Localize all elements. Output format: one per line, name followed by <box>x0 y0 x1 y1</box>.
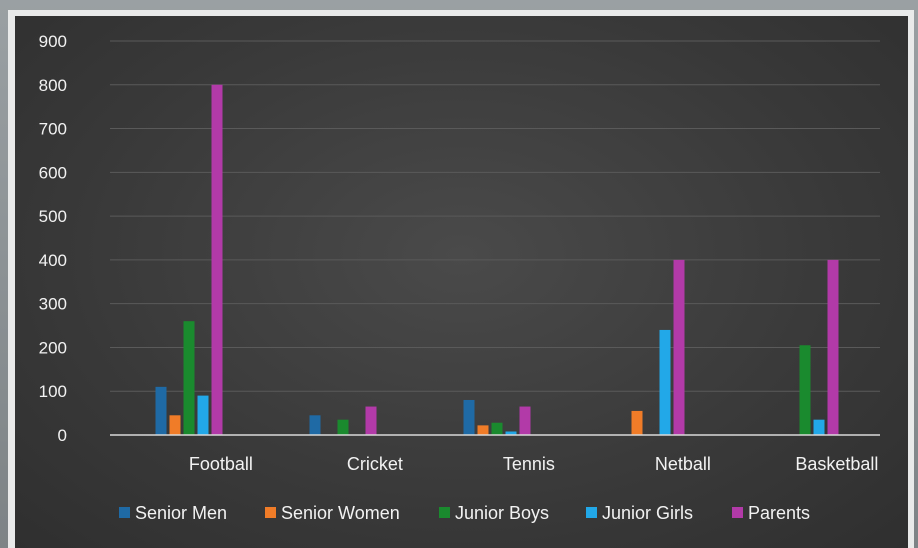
legend-label: Senior Men <box>135 503 227 523</box>
y-tick-label: 400 <box>39 251 67 270</box>
x-tick-label: Tennis <box>503 454 555 474</box>
y-tick-label: 500 <box>39 207 67 226</box>
bar-senior-women-netball[interactable] <box>631 410 643 435</box>
legend-label: Parents <box>748 503 810 523</box>
bar-senior-men-tennis[interactable] <box>463 399 475 435</box>
y-tick-label: 100 <box>39 382 67 401</box>
x-tick-label: Cricket <box>347 454 403 474</box>
y-tick-label: 0 <box>58 426 67 445</box>
bar-junior-girls-football[interactable] <box>197 395 209 435</box>
bar-junior-boys-basketball[interactable] <box>799 345 811 435</box>
legend-item-junior-girls[interactable]: Junior Girls <box>586 503 693 523</box>
x-tick-label: Football <box>189 454 253 474</box>
legend-label: Senior Women <box>281 503 400 523</box>
bar-chart: 0 100 200 300 400 500 600 700 800 900 Football Cri… <box>39 32 880 523</box>
y-tick-label: 600 <box>39 163 67 182</box>
legend-swatch <box>439 507 450 518</box>
y-axis-ticks: 0 100 200 300 400 500 600 700 800 900 <box>39 32 67 445</box>
legend-item-junior-boys[interactable]: Junior Boys <box>439 503 549 523</box>
y-tick-label: 900 <box>39 32 67 51</box>
bars <box>155 84 839 436</box>
legend-item-senior-men[interactable]: Senior Men <box>119 503 227 523</box>
y-tick-label: 700 <box>39 120 67 139</box>
bar-parents-tennis[interactable] <box>519 406 531 435</box>
y-tick-label: 800 <box>39 76 67 95</box>
bar-junior-boys-football[interactable] <box>183 321 195 435</box>
bar-senior-men-football[interactable] <box>155 386 167 435</box>
bar-senior-men-cricket[interactable] <box>309 415 321 435</box>
legend-swatch <box>732 507 743 518</box>
legend-swatch <box>119 507 130 518</box>
legend-label: Junior Girls <box>602 503 693 523</box>
bar-parents-netball[interactable] <box>673 259 685 435</box>
bar-junior-boys-cricket[interactable] <box>337 419 349 435</box>
legend[interactable]: Senior Men Senior Women Junior Boys Junior … <box>119 503 810 523</box>
bar-senior-women-football[interactable] <box>169 415 181 435</box>
bar-junior-girls-basketball[interactable] <box>813 419 825 435</box>
bar-parents-basketball[interactable] <box>827 259 839 435</box>
legend-label: Junior Boys <box>455 503 549 523</box>
bar-parents-cricket[interactable] <box>365 406 377 435</box>
gridlines <box>110 40 880 392</box>
chart-area[interactable]: 0 100 200 300 400 500 600 700 800 900 Football Cri… <box>15 16 908 548</box>
y-tick-label: 300 <box>39 295 67 314</box>
bar-junior-girls-tennis[interactable] <box>505 431 517 435</box>
bar-senior-women-tennis[interactable] <box>477 425 489 435</box>
bar-junior-boys-tennis[interactable] <box>491 422 503 435</box>
x-tick-label: Basketball <box>795 454 878 474</box>
y-tick-label: 200 <box>39 338 67 357</box>
bar-parents-football[interactable] <box>211 84 223 436</box>
legend-swatch <box>265 507 276 518</box>
x-tick-label: Netball <box>655 454 711 474</box>
legend-item-senior-women[interactable]: Senior Women <box>265 503 400 523</box>
x-axis-labels: Football Cricket Tennis Netball Basketball <box>189 454 879 474</box>
bar-junior-girls-netball[interactable] <box>659 329 671 435</box>
legend-item-parents[interactable]: Parents <box>732 503 810 523</box>
legend-swatch <box>586 507 597 518</box>
